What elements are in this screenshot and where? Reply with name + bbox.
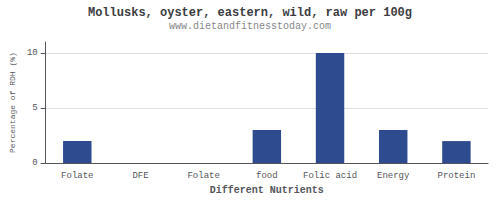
svg-text:Protein: Protein xyxy=(438,171,476,181)
svg-text:food: food xyxy=(256,171,278,181)
svg-text:Energy: Energy xyxy=(377,171,410,181)
svg-text:10: 10 xyxy=(27,48,38,58)
svg-text:Percentage of RDH (%): Percentage of RDH (%) xyxy=(8,52,17,153)
svg-text:Different Nutrients: Different Nutrients xyxy=(210,185,324,196)
svg-text:DFE: DFE xyxy=(132,171,148,181)
svg-text:0: 0 xyxy=(32,158,37,168)
svg-text:Folate: Folate xyxy=(187,171,219,181)
svg-text:5: 5 xyxy=(32,103,37,113)
svg-text:Folate: Folate xyxy=(61,171,93,181)
svg-text:www.dietandfitnesstoday.com: www.dietandfitnesstoday.com xyxy=(169,21,331,32)
svg-text:Mollusks, oyster, eastern, wil: Mollusks, oyster, eastern, wild, raw per… xyxy=(88,6,412,20)
svg-text:Folic acid: Folic acid xyxy=(303,171,357,181)
